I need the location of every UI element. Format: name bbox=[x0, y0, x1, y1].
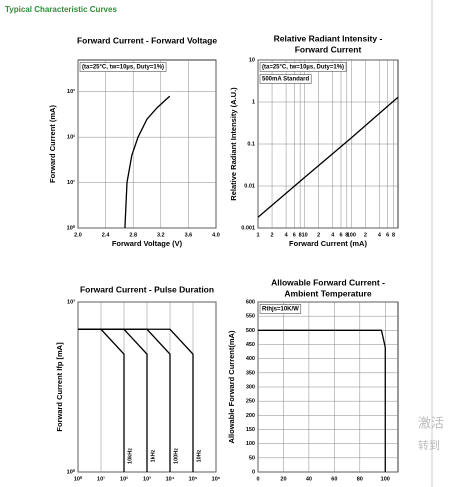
series-label: 10Hz bbox=[196, 449, 202, 462]
annotation: 500mA Standard bbox=[262, 77, 309, 83]
plot-area bbox=[77, 59, 217, 229]
y-tick-label: 450 bbox=[246, 342, 255, 348]
x-axis-label: Forward Current (mA) bbox=[289, 239, 367, 248]
y-tick-label: 550 bbox=[246, 314, 255, 320]
chart-title: Allowable Forward Current - bbox=[271, 277, 385, 287]
chart-title: Forward Current - Pulse Duration bbox=[80, 284, 214, 294]
y-tick-label: 10 bbox=[249, 57, 255, 63]
x-tick-label: 10 bbox=[302, 232, 308, 238]
y-tick-label: 200 bbox=[246, 413, 255, 419]
series-line bbox=[258, 329, 386, 472]
y-tick-label: 400 bbox=[246, 356, 255, 362]
x-tick-label: 60 bbox=[331, 476, 337, 482]
watermark: 转到 bbox=[418, 438, 440, 452]
x-tick-label: 10² bbox=[120, 475, 128, 482]
annotation-box bbox=[259, 62, 347, 72]
annotation: (ta=25°C, tw=10µs, Duty=1%) bbox=[262, 65, 344, 71]
series-line bbox=[257, 96, 399, 218]
y-tick-label: 350 bbox=[246, 370, 255, 376]
y-tick-label: 1 bbox=[252, 99, 255, 105]
y-tick-label: 0 bbox=[252, 469, 255, 475]
x-tick-label: 10³ bbox=[143, 475, 151, 482]
x-tick-label: 10⁵ bbox=[189, 476, 198, 482]
y-tick-label: 10⁰ bbox=[67, 468, 76, 475]
x-tick-label: 0 bbox=[256, 476, 259, 482]
chart-title: Ambient Temperature bbox=[284, 288, 371, 298]
series-label: 100Hz bbox=[173, 448, 179, 464]
y-tick-label: 10³ bbox=[67, 298, 75, 305]
y-tick-label: 10¹ bbox=[67, 179, 75, 186]
header: Typical Characteristic Curves bbox=[5, 5, 117, 14]
x-tick-label: 4 bbox=[331, 232, 335, 238]
y-tick-label: 10² bbox=[67, 134, 75, 141]
y-axis-label: Relative Radiant Intensity (A.U.) bbox=[229, 87, 238, 201]
x-tick-label: 10⁰ bbox=[74, 475, 83, 482]
x-tick-label: 4.0 bbox=[212, 232, 220, 238]
x-tick-label: 1 bbox=[256, 232, 259, 238]
series-line bbox=[124, 95, 171, 229]
x-tick-label: 2.4 bbox=[102, 232, 111, 238]
x-tick-label: 8 bbox=[299, 232, 302, 238]
y-tick-label: 100 bbox=[246, 441, 255, 447]
x-tick-label: 8 bbox=[345, 232, 348, 238]
watermark: 激活 bbox=[418, 415, 444, 430]
x-tick-label: 20 bbox=[280, 476, 286, 482]
y-tick-label: 500 bbox=[246, 328, 255, 334]
x-tick-label: 3.2 bbox=[157, 232, 165, 238]
x-tick-label: 6 bbox=[386, 232, 389, 238]
y-tick-label: 50 bbox=[249, 455, 255, 461]
y-tick-label: 300 bbox=[246, 384, 255, 390]
x-tick-label: 6 bbox=[293, 232, 296, 238]
series-label: 10kHz bbox=[127, 448, 133, 464]
y-tick-label: 0.01 bbox=[244, 183, 255, 189]
annotation: (ta=25°C, tw=10µs, Duty=1%) bbox=[82, 65, 164, 71]
y-tick-label: 0.001 bbox=[241, 225, 255, 231]
y-tick-label: 250 bbox=[246, 399, 255, 405]
x-tick-label: 3.6 bbox=[185, 232, 193, 238]
y-tick-label: 10³ bbox=[67, 88, 75, 95]
x-tick-label: 80 bbox=[357, 476, 363, 482]
y-tick-label: 150 bbox=[246, 427, 255, 433]
y-tick-label: 10⁰ bbox=[67, 224, 76, 231]
y-tick-label: 0.1 bbox=[247, 141, 255, 147]
x-tick-label: 10⁶ bbox=[212, 476, 221, 482]
x-tick-label: 2.8 bbox=[129, 232, 137, 238]
x-tick-label: 100 bbox=[381, 476, 390, 482]
y-axis-label: Forward Current Ifp [mA] bbox=[55, 342, 64, 432]
x-tick-label: 4 bbox=[378, 232, 382, 238]
chart-title: Relative Radiant Intensity - bbox=[274, 33, 383, 43]
x-tick-label: 40 bbox=[306, 476, 312, 482]
annotation-box bbox=[79, 62, 167, 72]
chart-title: Forward Current bbox=[295, 44, 362, 54]
y-axis-label: Allowable Forward Current(mA) bbox=[227, 330, 236, 443]
annotation-box bbox=[259, 74, 312, 84]
x-axis-label: Forward Voltage (V) bbox=[112, 239, 183, 248]
x-tick-label: 2 bbox=[271, 232, 274, 238]
series-line bbox=[78, 328, 194, 472]
x-tick-label: 4 bbox=[285, 232, 289, 238]
chart-title: Forward Current - Forward Voltage bbox=[77, 35, 217, 45]
x-tick-label: 10⁴ bbox=[166, 476, 175, 482]
x-tick-label: 100 bbox=[347, 232, 356, 238]
annotation: Rthjs=10K/W bbox=[262, 307, 299, 313]
x-tick-label: 2 bbox=[364, 232, 367, 238]
y-axis-label: Forward Current (mA) bbox=[48, 105, 57, 183]
y-tick-label: 600 bbox=[246, 299, 255, 305]
x-tick-label: 10¹ bbox=[97, 475, 105, 482]
x-tick-label: 6 bbox=[339, 232, 342, 238]
x-tick-label: 2 bbox=[317, 232, 320, 238]
series-label: 1kHz bbox=[150, 449, 156, 462]
x-tick-label: 8 bbox=[392, 232, 395, 238]
annotation-box bbox=[259, 304, 302, 314]
x-tick-label: 2.0 bbox=[74, 232, 82, 238]
